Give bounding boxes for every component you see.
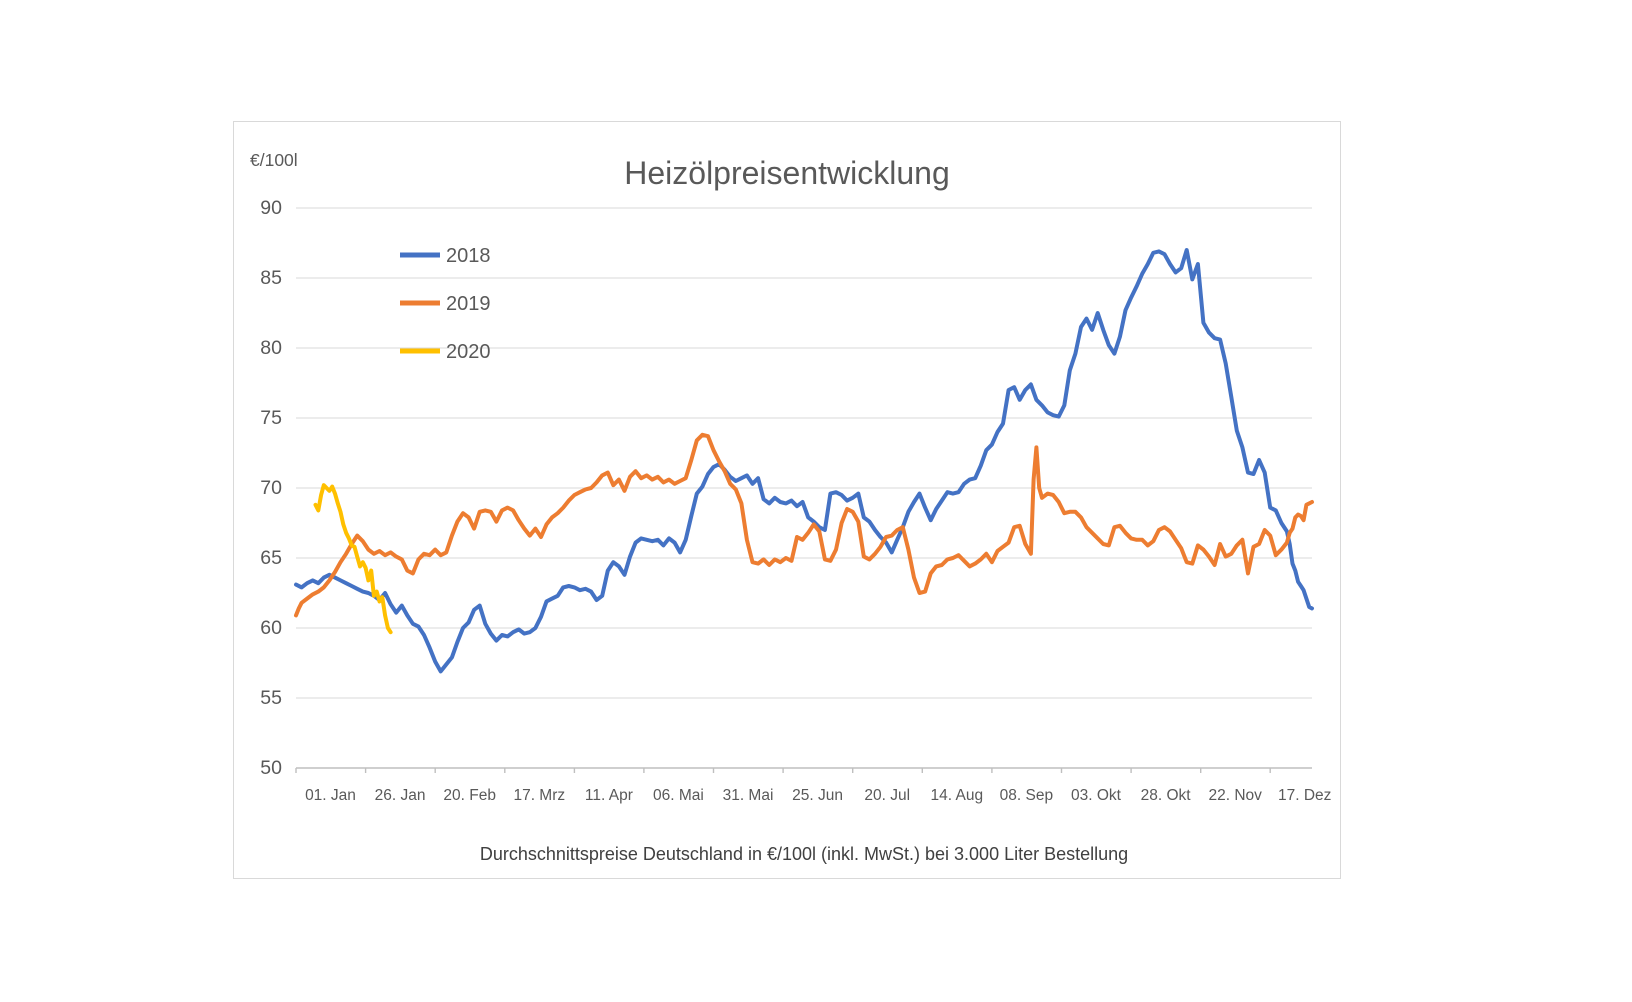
legend: 2018 2019 2020	[400, 245, 491, 363]
x-axis-label: 17. Mrz	[513, 787, 565, 804]
y-axis-label: 60	[260, 617, 282, 639]
chart-title: Heizölpreisentwicklung	[624, 155, 949, 191]
x-axis-label: 25. Jun	[792, 787, 843, 804]
x-axis-labels: 01. Jan 26. Jan 20. Feb 17. Mrz 11. Apr 06. M…	[305, 787, 1331, 804]
legend-label-2019: 2019	[446, 293, 491, 315]
chart-container: 50 55 60 65 70 75 80 85 90 01. Jan 26. Jan 20. Feb…	[233, 121, 1341, 879]
x-axis-label: 06. Mai	[653, 787, 704, 804]
x-axis-label: 20. Feb	[443, 787, 496, 804]
x-axis-label: 28. Okt	[1141, 787, 1192, 804]
x-axis-label: 22. Nov	[1208, 787, 1262, 804]
y-axis-label: 50	[260, 757, 282, 779]
legend-item-2018: 2018	[400, 245, 491, 267]
x-axis-label: 01. Jan	[305, 787, 356, 804]
legend-label-2018: 2018	[446, 245, 491, 267]
gridlines	[296, 207, 1312, 769]
x-axis-label: 26. Jan	[375, 787, 426, 804]
y-axis-label: 70	[260, 477, 282, 499]
y-axis-label: 75	[260, 407, 282, 429]
y-axis-label: 85	[260, 267, 282, 289]
x-axis-label: 08. Sep	[1000, 787, 1053, 804]
series-line-2018	[294, 248, 1314, 674]
x-axis-label: 20. Jul	[864, 787, 910, 804]
x-axis-label: 11. Apr	[585, 787, 633, 804]
legend-item-2020: 2020	[400, 341, 491, 363]
legend-label-2020: 2020	[446, 341, 491, 363]
series-line-2020	[313, 483, 393, 635]
y-axis-label: 65	[260, 547, 282, 569]
y-axis-label: 90	[260, 197, 282, 219]
x-axis-label: 17. Dez	[1278, 787, 1331, 804]
y-axis-unit-label: €/100l	[250, 150, 298, 170]
y-axis-labels: 50 55 60 65 70 75 80 85 90	[260, 197, 282, 779]
chart-svg: 50 55 60 65 70 75 80 85 90 01. Jan 26. Jan 20. Feb…	[250, 150, 1331, 864]
x-axis-label: 03. Okt	[1071, 787, 1122, 804]
x-axis-label: 14. Aug	[931, 787, 984, 804]
y-axis-label: 55	[260, 687, 282, 709]
axis-caption: Durchschnittspreise Deutschland in €/100…	[480, 844, 1128, 864]
x-axis-label: 31. Mai	[723, 787, 774, 804]
series-line-2019	[294, 432, 1314, 618]
x-axis-ticks	[295, 768, 1271, 773]
series-lines	[294, 248, 1314, 674]
legend-item-2019: 2019	[400, 293, 491, 315]
y-axis-label: 80	[260, 337, 282, 359]
